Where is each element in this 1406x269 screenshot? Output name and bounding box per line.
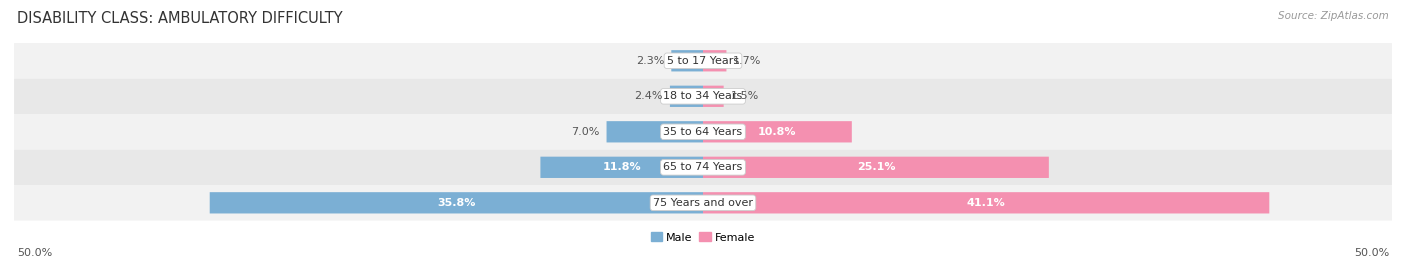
- Text: 2.3%: 2.3%: [636, 56, 665, 66]
- Text: 1.7%: 1.7%: [734, 56, 762, 66]
- Text: 35 to 64 Years: 35 to 64 Years: [664, 127, 742, 137]
- FancyBboxPatch shape: [209, 192, 703, 214]
- FancyBboxPatch shape: [14, 43, 1392, 79]
- Text: 75 Years and over: 75 Years and over: [652, 198, 754, 208]
- Text: 1.5%: 1.5%: [731, 91, 759, 101]
- FancyBboxPatch shape: [606, 121, 703, 143]
- Text: 5 to 17 Years: 5 to 17 Years: [666, 56, 740, 66]
- Text: Source: ZipAtlas.com: Source: ZipAtlas.com: [1278, 11, 1389, 21]
- Text: 65 to 74 Years: 65 to 74 Years: [664, 162, 742, 172]
- Text: 25.1%: 25.1%: [856, 162, 896, 172]
- Text: DISABILITY CLASS: AMBULATORY DIFFICULTY: DISABILITY CLASS: AMBULATORY DIFFICULTY: [17, 11, 343, 26]
- FancyBboxPatch shape: [14, 185, 1392, 221]
- FancyBboxPatch shape: [703, 157, 1049, 178]
- Text: 11.8%: 11.8%: [602, 162, 641, 172]
- Text: 7.0%: 7.0%: [571, 127, 599, 137]
- Text: 35.8%: 35.8%: [437, 198, 475, 208]
- Legend: Male, Female: Male, Female: [647, 228, 759, 247]
- Text: 41.1%: 41.1%: [967, 198, 1005, 208]
- FancyBboxPatch shape: [671, 50, 703, 72]
- FancyBboxPatch shape: [540, 157, 703, 178]
- Text: 18 to 34 Years: 18 to 34 Years: [664, 91, 742, 101]
- FancyBboxPatch shape: [703, 50, 727, 72]
- Text: 2.4%: 2.4%: [634, 91, 664, 101]
- Text: 50.0%: 50.0%: [17, 248, 52, 258]
- FancyBboxPatch shape: [703, 192, 1270, 214]
- FancyBboxPatch shape: [703, 121, 852, 143]
- FancyBboxPatch shape: [669, 86, 703, 107]
- FancyBboxPatch shape: [703, 86, 724, 107]
- FancyBboxPatch shape: [14, 150, 1392, 185]
- FancyBboxPatch shape: [14, 79, 1392, 114]
- Text: 10.8%: 10.8%: [758, 127, 797, 137]
- FancyBboxPatch shape: [14, 114, 1392, 150]
- Text: 50.0%: 50.0%: [1354, 248, 1389, 258]
